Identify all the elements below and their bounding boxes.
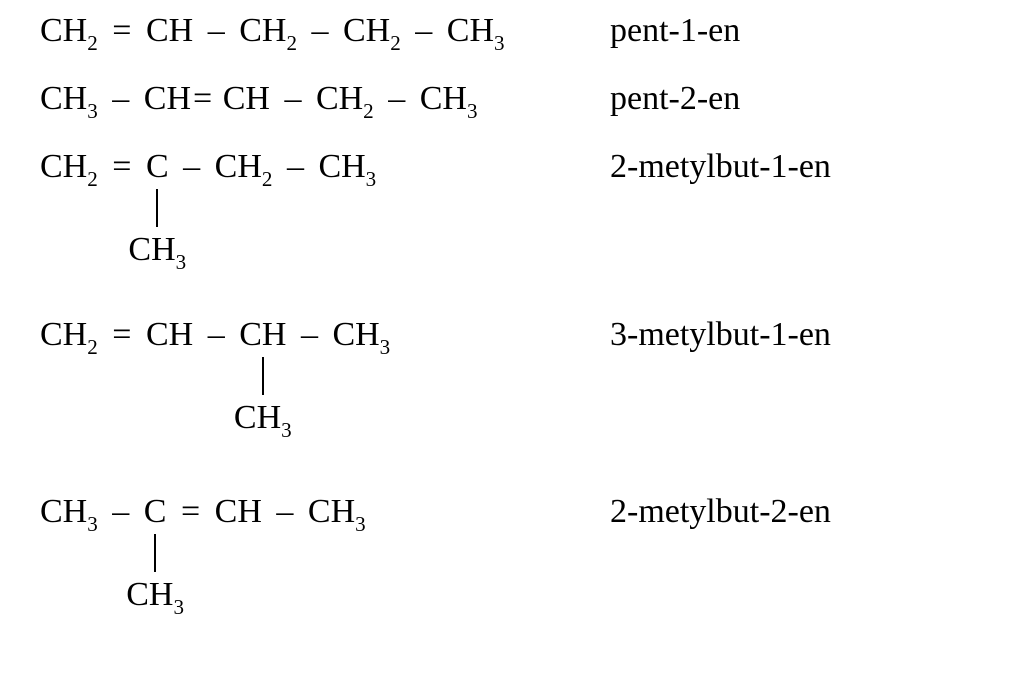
formula: CH3 – CH= CH – CH2 – CH3 (40, 80, 478, 122)
compound-row: CH2 = C – CH2 – CH3 2-metylbut-1-en CH3 (40, 148, 984, 288)
formula: CH2 = CH – CH2 – CH2 – CH3 (40, 12, 505, 54)
group: CH (223, 80, 270, 117)
bond: = (191, 80, 214, 117)
bond: – (295, 316, 324, 353)
group: CH (215, 493, 262, 530)
group: CH (146, 316, 193, 353)
group: CH2 (316, 80, 374, 117)
compound-row: CH3 – CH= CH – CH2 – CH3 pent-2-en (40, 80, 984, 125)
group: CH2 (40, 316, 98, 353)
branch-bond-line (154, 534, 156, 572)
bond: = (106, 316, 137, 353)
group: CH3 (128, 231, 186, 268)
bond: – (106, 493, 135, 530)
branch-group: CH3 (126, 578, 184, 617)
formula: CH2 = C – CH2 – CH3 (40, 148, 376, 190)
bond: – (305, 12, 334, 49)
compound-name: 3-metylbut-1-en (610, 316, 831, 353)
branch-bond-line (156, 189, 158, 227)
group: CH3 (126, 576, 184, 613)
group: C (144, 493, 167, 530)
bond: – (106, 80, 135, 117)
page: CH2 = CH – CH2 – CH2 – CH3 pent-1-en CH3… (0, 0, 1024, 691)
group: CH (144, 80, 191, 117)
compound-name: 2-metylbut-2-en (610, 493, 831, 530)
bond: – (202, 12, 231, 49)
group: CH (239, 316, 286, 353)
formula: CH2 = CH – CH – CH3 (40, 316, 390, 358)
compound-name: pent-2-en (610, 80, 740, 117)
group: CH (146, 12, 193, 49)
group: CH3 (308, 493, 366, 530)
compound-name: pent-1-en (610, 12, 740, 49)
bond: – (202, 316, 231, 353)
compound-row: CH3 – C = CH – CH3 2-metylbut-2-en CH3 (40, 493, 984, 633)
group: CH2 (215, 148, 273, 185)
group: CH3 (420, 80, 478, 117)
bond: = (175, 493, 206, 530)
compound-row: CH2 = CH – CH – CH3 3-metylbut-1-en CH3 (40, 316, 984, 456)
branch-bond-line (262, 357, 264, 395)
group: CH3 (332, 316, 390, 353)
bond: – (177, 148, 206, 185)
group: CH2 (343, 12, 401, 49)
formula: CH3 – C = CH – CH3 (40, 493, 366, 535)
bond: – (278, 80, 307, 117)
bond: – (382, 80, 411, 117)
bond: = (106, 12, 137, 49)
group: CH2 (239, 12, 297, 49)
group: CH2 (40, 12, 98, 49)
bond: – (409, 12, 438, 49)
branch-group: CH3 (234, 401, 292, 440)
branch-group: CH3 (128, 233, 186, 272)
group: CH3 (40, 493, 98, 530)
compound-row: CH2 = CH – CH2 – CH2 – CH3 pent-1-en (40, 12, 984, 57)
group: C (146, 148, 169, 185)
bond: = (106, 148, 137, 185)
bond: – (270, 493, 299, 530)
compound-name: 2-metylbut-1-en (610, 148, 831, 185)
group: CH3 (234, 399, 292, 436)
group: CH2 (40, 148, 98, 185)
group: CH3 (447, 12, 505, 49)
group: CH3 (40, 80, 98, 117)
group: CH3 (318, 148, 376, 185)
bond: – (281, 148, 310, 185)
